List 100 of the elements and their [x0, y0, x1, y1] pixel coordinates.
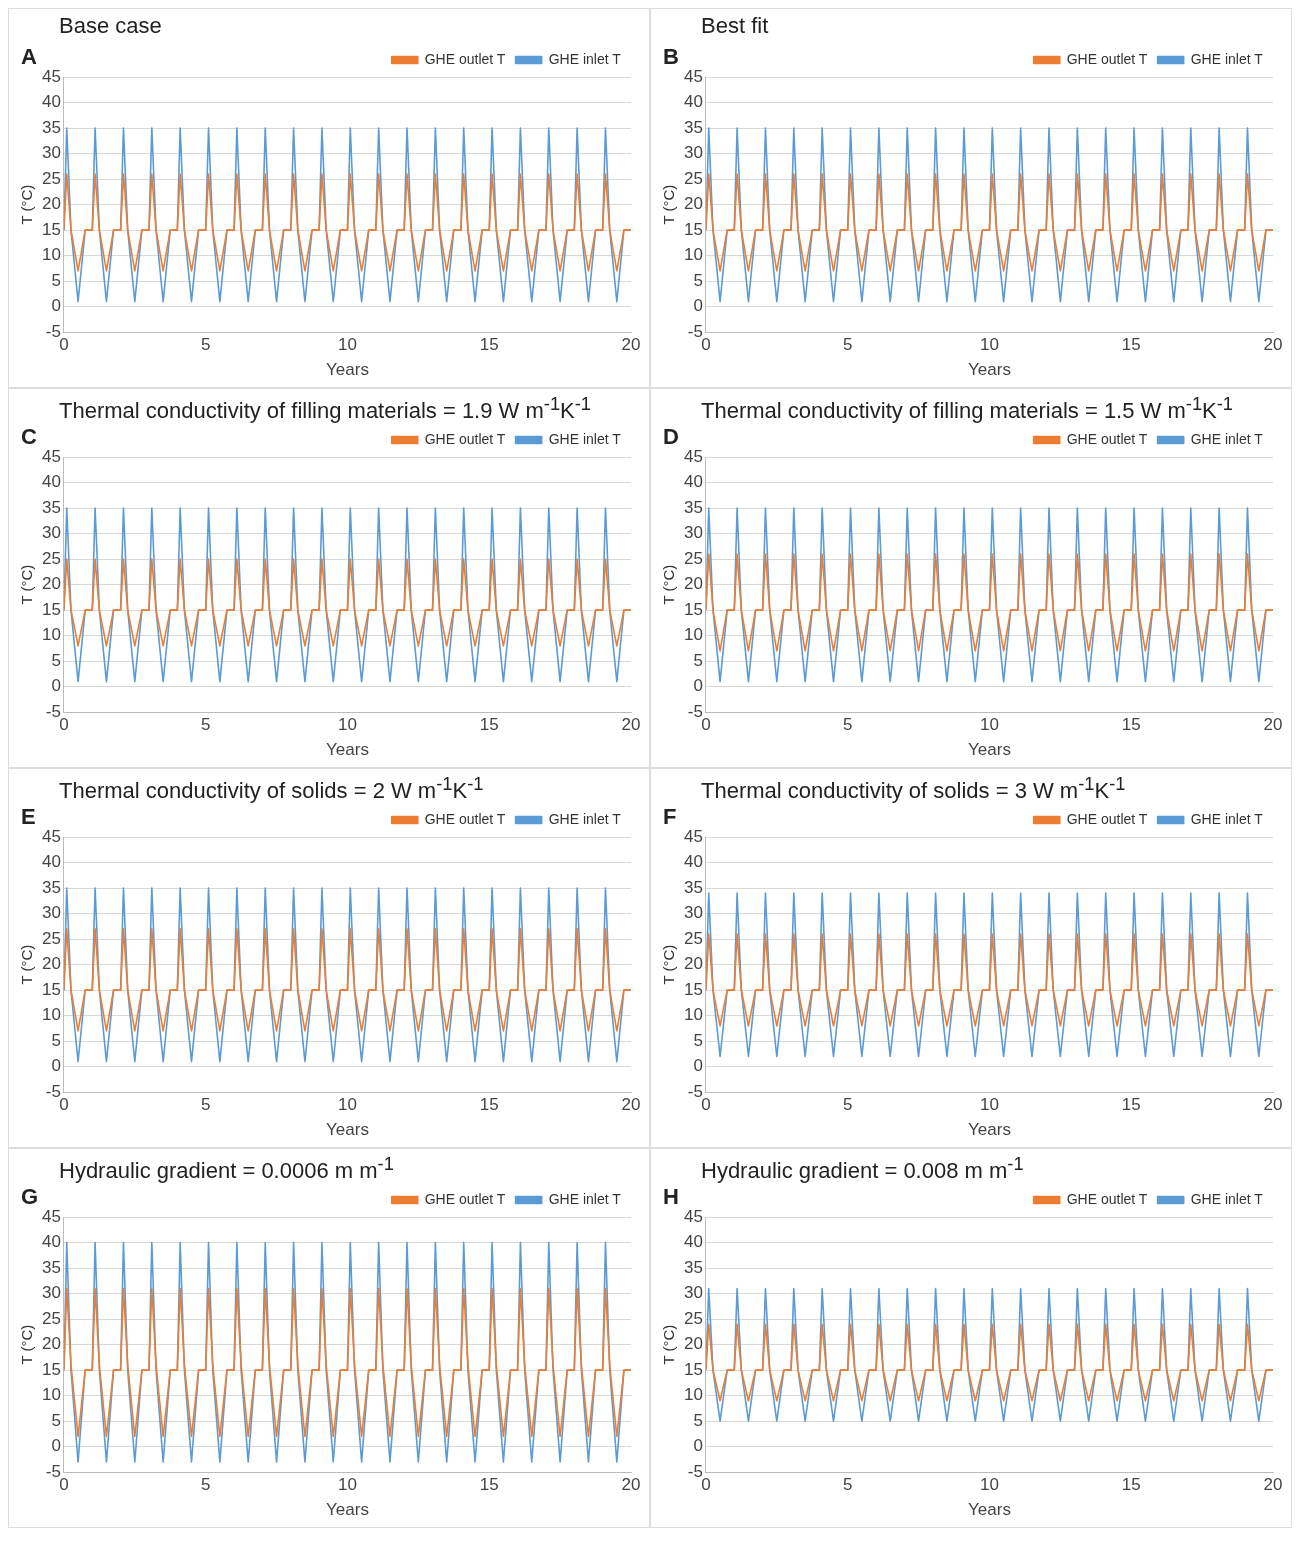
text: A [21, 44, 37, 70]
y-axis-title: T (°C) [660, 564, 678, 605]
y-tick-label: 25 [41, 928, 61, 948]
chart-title: Base case [58, 13, 163, 40]
y-axis-title: T (°C) [18, 564, 36, 605]
y-tick-label: 15 [41, 599, 61, 619]
x-axis-title: Years [326, 740, 369, 760]
legend-label: GHE outlet T [424, 50, 506, 67]
y-tick-label: 45 [41, 826, 61, 846]
chart-title: Thermal conductivity of solids = 3 W m$^{-1}$K$^{-1}$ [700, 773, 1127, 804]
y-tick-label: 0 [51, 1436, 61, 1456]
y-tick-label: 40 [683, 472, 703, 492]
x-tick-label: 10 [337, 1475, 357, 1495]
y-tick-label: 15 [41, 219, 61, 239]
legend-label: GHE outlet T [1066, 810, 1148, 827]
legend-label: GHE inlet T [548, 430, 622, 447]
y-axis-title: T (°C) [18, 944, 36, 985]
y-tick-label: 30 [41, 143, 61, 163]
chart-title: Hydraulic gradient = 0.0006 m m$^{-1}$ [58, 1153, 395, 1184]
y-tick-label: 15 [683, 219, 703, 239]
y-tick-label: 25 [683, 548, 703, 568]
text: F [663, 804, 677, 830]
y-tick-label: 0 [693, 676, 703, 696]
y-tick-label: 20 [41, 574, 61, 594]
y-tick-label: 35 [41, 497, 61, 517]
legend-label: GHE outlet T [424, 810, 506, 827]
y-tick-label: 30 [41, 523, 61, 543]
x-tick-label: 15 [479, 335, 499, 355]
y-tick-label: 0 [693, 1056, 703, 1076]
chart-title: Thermal conductivity of filling materials = 1.9 W m$^{-1}$K$^{-1}$ [58, 393, 593, 424]
y-tick-label: 30 [683, 523, 703, 543]
text: H [663, 1184, 679, 1210]
text: D [663, 424, 679, 450]
y-tick-label: 15 [683, 599, 703, 619]
y-tick-label: 30 [683, 143, 703, 163]
x-axis-title: Years [326, 360, 369, 380]
x-axis-title: Years [968, 1500, 1011, 1520]
y-tick-label: 0 [693, 296, 703, 316]
y-tick-label: 45 [683, 1206, 703, 1226]
x-tick-label: 5 [200, 715, 211, 735]
y-tick-label: 35 [683, 1257, 703, 1277]
y-tick-label: 5 [51, 1410, 61, 1430]
legend-label: GHE outlet T [424, 1190, 506, 1207]
y-tick-label: 45 [41, 446, 61, 466]
y-tick-label: 5 [51, 650, 61, 670]
chart-title: Thermal conductivity of filling materials = 1.5 W m$^{-1}$K$^{-1}$ [700, 393, 1235, 424]
x-tick-label: 10 [979, 335, 999, 355]
text: B [663, 44, 679, 70]
y-tick-label: 25 [683, 928, 703, 948]
y-tick-label: 30 [41, 1283, 61, 1303]
y-tick-label: 10 [41, 625, 61, 645]
text: G [21, 1184, 39, 1210]
x-axis-title: Years [968, 740, 1011, 760]
y-axis-title: T (°C) [18, 184, 36, 225]
x-tick-label: 15 [479, 1475, 499, 1495]
y-axis-title: T (°C) [660, 944, 678, 985]
y-tick-label: 0 [51, 296, 61, 316]
y-tick-label: 0 [693, 1436, 703, 1456]
y-tick-label: 10 [683, 625, 703, 645]
y-tick-label: 20 [683, 954, 703, 974]
x-tick-label: 20 [1263, 335, 1283, 355]
y-tick-label: 30 [683, 1283, 703, 1303]
y-tick-label: 5 [51, 270, 61, 290]
x-tick-label: 10 [337, 1095, 357, 1115]
y-tick-label: 15 [41, 1359, 61, 1379]
y-tick-label: 30 [41, 903, 61, 923]
y-tick-label: 0 [51, 676, 61, 696]
y-tick-label: 30 [683, 903, 703, 923]
y-tick-label: 15 [41, 979, 61, 999]
y-tick-label: 45 [683, 446, 703, 466]
x-axis-title: Years [968, 360, 1011, 380]
y-tick-label: 5 [693, 650, 703, 670]
x-axis-title: Years [326, 1120, 369, 1140]
chart-title: Hydraulic gradient = 0.008 m m$^{-1}$ [700, 1153, 1025, 1184]
y-tick-label: 10 [683, 245, 703, 265]
y-tick-label: 40 [41, 852, 61, 872]
x-tick-label: 15 [1121, 1095, 1141, 1115]
y-tick-label: -5 [687, 701, 703, 721]
y-tick-label: 35 [41, 1257, 61, 1277]
x-tick-label: 10 [979, 715, 999, 735]
legend-label: GHE inlet T [548, 1190, 622, 1207]
legend-label: GHE outlet T [424, 430, 506, 447]
y-tick-label: 25 [683, 1308, 703, 1328]
y-axis-title: T (°C) [660, 1324, 678, 1365]
x-tick-label: 20 [1263, 1095, 1283, 1115]
x-tick-label: 15 [479, 715, 499, 735]
x-tick-label: 5 [200, 1475, 211, 1495]
y-tick-label: -5 [45, 1461, 61, 1481]
x-axis-title: Years [968, 1120, 1011, 1140]
y-tick-label: 40 [683, 1232, 703, 1252]
y-tick-label: 25 [41, 548, 61, 568]
legend-label: GHE inlet T [548, 810, 622, 827]
y-tick-label: -5 [45, 701, 61, 721]
x-tick-label: 10 [979, 1095, 999, 1115]
y-tick-label: 45 [41, 66, 61, 86]
y-tick-label: 35 [683, 117, 703, 137]
y-tick-label: 35 [683, 877, 703, 897]
y-tick-label: 10 [41, 1385, 61, 1405]
y-tick-label: 45 [41, 1206, 61, 1226]
legend-label: GHE inlet T [1190, 810, 1264, 827]
